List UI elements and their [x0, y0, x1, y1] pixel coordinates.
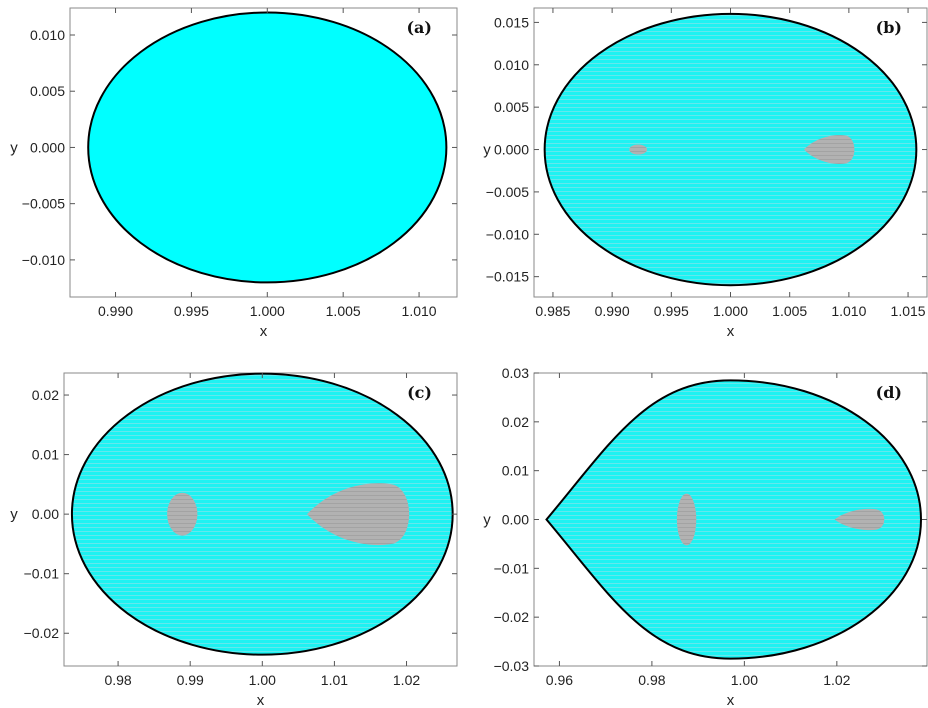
- x-tick-label: 0.990: [595, 303, 630, 319]
- x-tick-label: 0.990: [98, 303, 133, 319]
- x-tick-label: 1.01: [321, 672, 348, 688]
- x-tick-label: 0.98: [104, 672, 131, 688]
- forbidden-island-round: [676, 493, 697, 546]
- x-axis-label: x: [260, 323, 268, 340]
- allowed-region: [543, 12, 918, 287]
- panel-label: (c): [407, 383, 432, 402]
- y-tick-label: 0.015: [494, 14, 529, 30]
- panel-c: 0.98 0.99 1.00 1.01 1.02 −0.02 −0.01 0.00 0.01 0.…: [10, 372, 458, 708]
- y-axis-label: y: [483, 142, 491, 159]
- x-axis-label: x: [727, 323, 735, 340]
- x-tick-label: 1.005: [326, 303, 361, 319]
- x-tick-label: 1.010: [831, 303, 866, 319]
- x-tick-label: 0.995: [654, 303, 689, 319]
- x-tick-label: 1.010: [402, 303, 437, 319]
- x-axis-label: x: [727, 692, 735, 708]
- x-tick-label: 1.00: [249, 672, 276, 688]
- y-tick-label: −0.005: [22, 196, 65, 212]
- x-tick-label: 0.98: [638, 672, 665, 688]
- panel-label: (d): [876, 383, 902, 402]
- y-tick-label: 0.02: [502, 414, 529, 430]
- x-tick-label: 0.995: [174, 303, 209, 319]
- y-tick-label: 0.000: [494, 142, 529, 158]
- panel-d: 0.96 0.98 1.00 1.02 −0.03 −0.02 −0.01 0.00 0.01 0…: [483, 365, 928, 708]
- panel-label: (a): [406, 18, 432, 37]
- y-tick-label: −0.02: [494, 609, 530, 625]
- y-tick-label: 0.005: [494, 99, 529, 115]
- x-tick-label: 1.000: [250, 303, 285, 319]
- forbidden-island-round: [629, 144, 648, 155]
- x-tick-label: 0.96: [546, 672, 573, 688]
- plot-frame: [69, 7, 458, 298]
- y-tick-label: −0.01: [24, 566, 60, 582]
- y-tick-label: −0.03: [494, 658, 530, 674]
- y-tick-label: −0.02: [24, 625, 60, 641]
- panel-label: (b): [876, 18, 902, 37]
- x-tick-label: 1.015: [891, 303, 926, 319]
- y-tick-label: 0.03: [502, 365, 529, 381]
- y-tick-label: 0.005: [30, 83, 65, 99]
- forbidden-island-teardrop: [803, 135, 855, 164]
- y-axis-label: y: [10, 139, 18, 156]
- y-tick-label: 0.000: [30, 139, 65, 155]
- x-tick-label: 0.99: [177, 672, 204, 688]
- panel-a: 0.990 0.995 1.000 1.005 1.010 −0.010 −0.005 0.0…: [10, 7, 458, 340]
- x-tick-label: 1.02: [393, 672, 420, 688]
- y-tick-label: −0.005: [486, 184, 529, 200]
- y-tick-label: 0.01: [32, 447, 59, 463]
- forbidden-island-teardrop: [834, 508, 885, 531]
- forbidden-island-teardrop: [307, 483, 410, 546]
- y-tick-label: −0.010: [22, 252, 65, 268]
- y-axis-label: y: [10, 506, 18, 523]
- y-tick-label: −0.010: [486, 226, 529, 242]
- y-axis-label: y: [483, 512, 491, 529]
- x-tick-label: 0.985: [535, 303, 570, 319]
- y-tick-label: 0.00: [32, 506, 59, 522]
- y-tick-label: 0.01: [502, 463, 529, 479]
- x-tick-label: 1.000: [713, 303, 748, 319]
- x-tick-label: 1.005: [772, 303, 807, 319]
- y-tick-label: 0.010: [30, 27, 65, 43]
- allowed-region: [545, 379, 922, 660]
- y-tick-label: 0.00: [502, 512, 529, 528]
- y-tick-label: −0.01: [494, 560, 530, 576]
- y-tick-label: 0.02: [32, 387, 59, 403]
- x-tick-label: 1.02: [823, 672, 850, 688]
- y-tick-label: 0.010: [494, 57, 529, 73]
- y-tick-label: −0.015: [486, 269, 529, 285]
- x-axis-label: x: [257, 692, 265, 708]
- allowed-region: [87, 11, 448, 284]
- panel-b: 0.985 0.990 0.995 1.000 1.005 1.010 1.015 −0.01…: [483, 7, 928, 340]
- x-tick-label: 1.00: [731, 672, 758, 688]
- forbidden-island-round: [167, 492, 198, 536]
